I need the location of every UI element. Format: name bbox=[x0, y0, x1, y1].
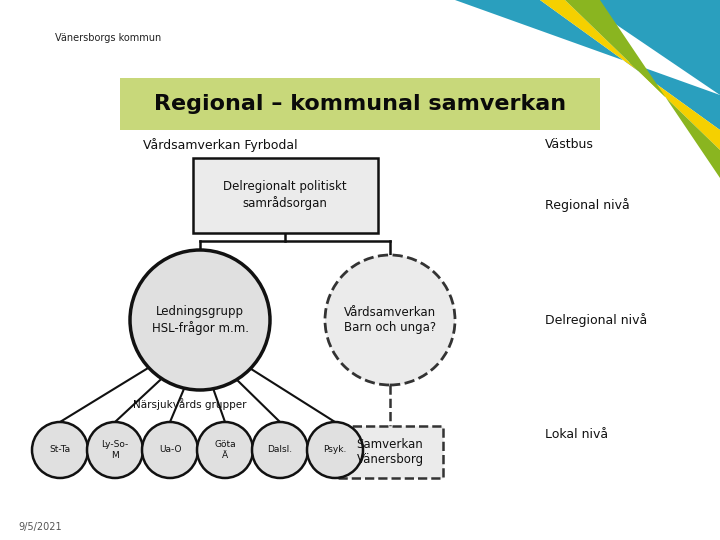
Text: Delregionalt politiskt
samrådsorgan: Delregionalt politiskt samrådsorgan bbox=[223, 180, 347, 210]
Bar bbox=[0, 0, 455, 75]
Text: Lokal nivå: Lokal nivå bbox=[545, 429, 608, 442]
Text: Regional – kommunal samverkan: Regional – kommunal samverkan bbox=[154, 94, 566, 114]
Ellipse shape bbox=[32, 422, 88, 478]
Ellipse shape bbox=[197, 422, 253, 478]
Text: Regional nivå: Regional nivå bbox=[545, 198, 630, 212]
Text: Ua-O: Ua-O bbox=[158, 446, 181, 455]
Text: Samverkan
Vänersborg: Samverkan Vänersborg bbox=[356, 438, 423, 466]
Text: Ledningsgrupp
HSL-frågor m.m.: Ledningsgrupp HSL-frågor m.m. bbox=[151, 306, 248, 335]
Ellipse shape bbox=[130, 250, 270, 390]
Polygon shape bbox=[540, 0, 720, 150]
Text: Delregional nivå: Delregional nivå bbox=[545, 313, 647, 327]
FancyBboxPatch shape bbox=[192, 158, 377, 233]
Text: Närsjukvårds grupper: Närsjukvårds grupper bbox=[133, 398, 247, 410]
Text: 9/5/2021: 9/5/2021 bbox=[18, 522, 62, 532]
Text: Västbus: Västbus bbox=[545, 138, 594, 152]
Ellipse shape bbox=[87, 422, 143, 478]
Text: Göta
Ä: Göta Ä bbox=[214, 440, 236, 460]
Text: Ly-So-
M: Ly-So- M bbox=[102, 440, 129, 460]
Text: Dalsl.: Dalsl. bbox=[267, 446, 292, 455]
Text: Psyk.: Psyk. bbox=[323, 446, 347, 455]
Ellipse shape bbox=[142, 422, 198, 478]
Ellipse shape bbox=[307, 422, 363, 478]
Text: Vänersborgs kommun: Vänersborgs kommun bbox=[55, 33, 161, 43]
Polygon shape bbox=[455, 0, 720, 95]
FancyBboxPatch shape bbox=[120, 78, 600, 130]
Text: Vårdsamverkan
Barn och unga?: Vårdsamverkan Barn och unga? bbox=[344, 306, 436, 334]
FancyBboxPatch shape bbox=[338, 426, 443, 478]
Text: Vårdsamverkan Fyrbodal: Vårdsamverkan Fyrbodal bbox=[143, 138, 297, 152]
Polygon shape bbox=[565, 0, 720, 178]
Ellipse shape bbox=[325, 255, 455, 385]
Text: St-Ta: St-Ta bbox=[50, 446, 71, 455]
Ellipse shape bbox=[252, 422, 308, 478]
Polygon shape bbox=[455, 0, 720, 130]
